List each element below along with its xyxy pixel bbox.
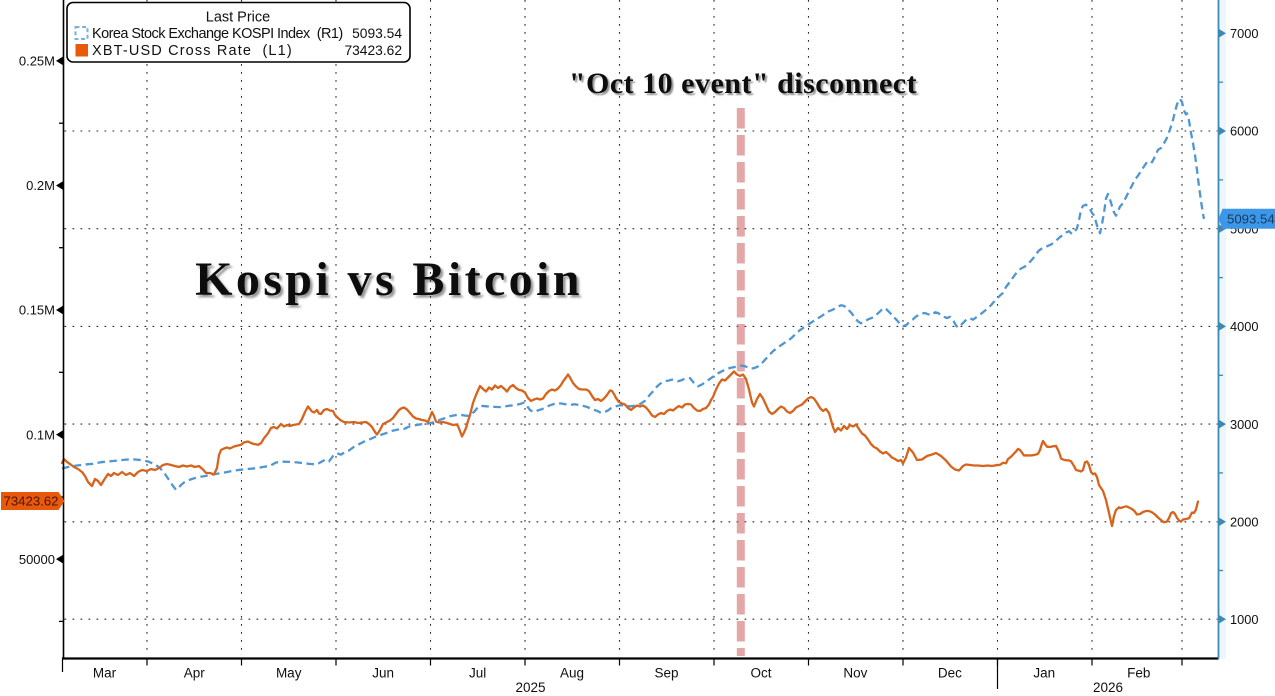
svg-text:Last Price: Last Price bbox=[206, 10, 270, 26]
svg-text:Oct: Oct bbox=[750, 666, 771, 681]
svg-text:4000: 4000 bbox=[1230, 319, 1258, 334]
svg-text:1000: 1000 bbox=[1230, 612, 1258, 627]
svg-text:0.1M: 0.1M bbox=[26, 427, 55, 442]
svg-text:73423.62: 73423.62 bbox=[4, 494, 59, 509]
svg-text:Korea Stock Exchange KOSPI Ind: Korea Stock Exchange KOSPI Index (R1) bbox=[92, 26, 343, 42]
svg-text:2026: 2026 bbox=[1093, 680, 1123, 695]
svg-text:Kospi vs Bitcoin: Kospi vs Bitcoin bbox=[195, 253, 583, 306]
svg-text:0.25M: 0.25M bbox=[19, 54, 55, 69]
svg-text:73423.62: 73423.62 bbox=[344, 43, 402, 58]
svg-text:5093.54: 5093.54 bbox=[1227, 211, 1275, 226]
svg-text:7000: 7000 bbox=[1230, 26, 1258, 41]
svg-text:May: May bbox=[276, 666, 302, 681]
svg-text:Aug: Aug bbox=[560, 666, 584, 681]
svg-text:2000: 2000 bbox=[1230, 515, 1258, 530]
svg-text:Nov: Nov bbox=[843, 666, 867, 681]
svg-text:Jun: Jun bbox=[372, 666, 394, 681]
svg-text:2025: 2025 bbox=[515, 680, 545, 695]
svg-text:Jul: Jul bbox=[469, 666, 486, 681]
svg-text:6000: 6000 bbox=[1230, 124, 1258, 139]
svg-text:Apr: Apr bbox=[184, 666, 206, 681]
svg-text:5093.54: 5093.54 bbox=[352, 26, 402, 41]
svg-text:Feb: Feb bbox=[1127, 666, 1150, 681]
svg-text:0.2M: 0.2M bbox=[26, 178, 55, 193]
svg-text:XBT-USD Cross Rate (L1): XBT-USD Cross Rate (L1) bbox=[92, 43, 293, 59]
svg-text:Mar: Mar bbox=[93, 666, 117, 681]
svg-text:3000: 3000 bbox=[1230, 417, 1258, 432]
svg-text:Jan: Jan bbox=[1033, 666, 1055, 681]
svg-text:Sep: Sep bbox=[654, 666, 678, 681]
svg-text:0.15M: 0.15M bbox=[19, 303, 55, 318]
svg-text:"Oct 10 event" disconnect: "Oct 10 event" disconnect bbox=[569, 67, 917, 100]
svg-text:50000: 50000 bbox=[19, 552, 55, 567]
svg-text:Dec: Dec bbox=[938, 666, 962, 681]
